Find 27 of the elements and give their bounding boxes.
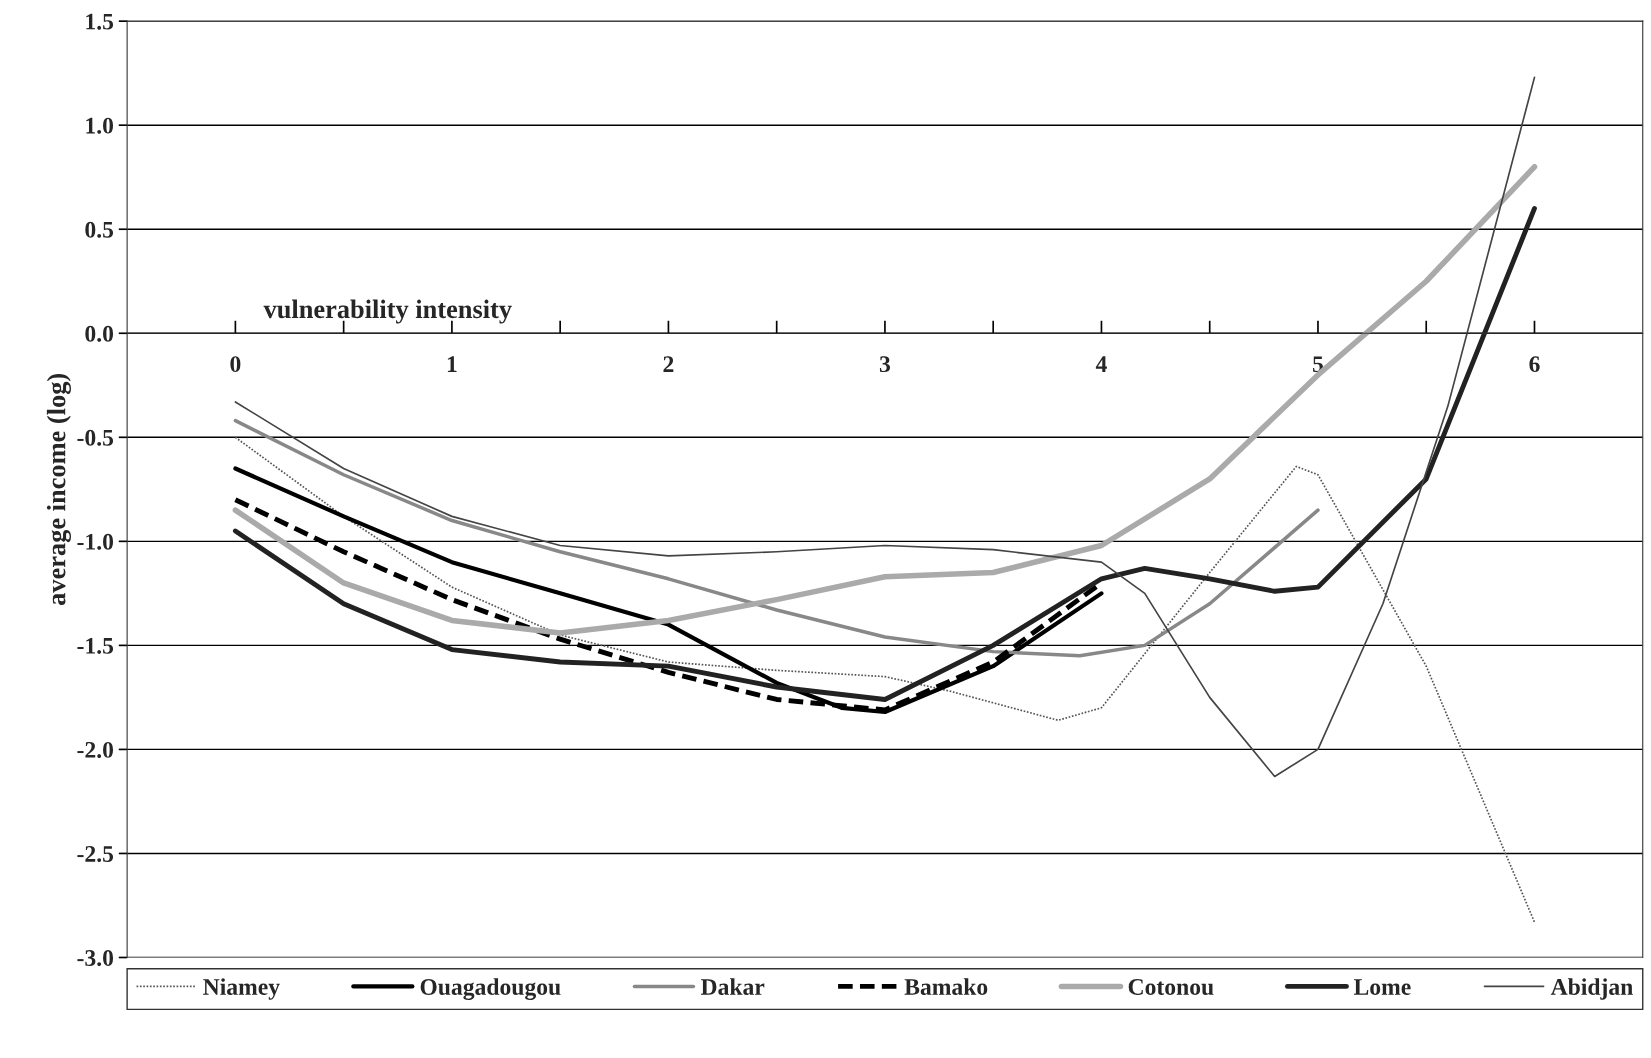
y-tick-label: -1.5 bbox=[77, 637, 114, 654]
y-tick-label: -2.5 bbox=[77, 846, 114, 862]
y-tick-label: -1.0 bbox=[77, 533, 114, 550]
line-series bbox=[234, 436, 1536, 923]
x-tick-label: 3 bbox=[879, 356, 891, 373]
y-axis-title: average income (log) bbox=[46, 373, 71, 605]
legend-label: Ouagadougou bbox=[420, 978, 561, 1000]
y-tick-label: 1.0 bbox=[86, 117, 114, 134]
x-tick-label: 0 bbox=[230, 356, 241, 373]
y-tick-label: 0.5 bbox=[85, 221, 114, 238]
y-tick-label: -0.5 bbox=[77, 429, 114, 446]
legend-label: Niamey bbox=[203, 978, 280, 1000]
y-tick-label: 0.0 bbox=[85, 325, 114, 342]
y-tick-label: -3.0 bbox=[77, 949, 114, 967]
x-tick-label: 6 bbox=[1529, 356, 1540, 373]
x-tick-label: 1 bbox=[447, 356, 457, 372]
legend-label: Dakar bbox=[700, 978, 765, 995]
y-tick-label: -2.0 bbox=[77, 741, 114, 758]
x-tick-label: 2 bbox=[663, 356, 674, 372]
legend-label: Cotonou bbox=[1128, 979, 1214, 995]
line-series bbox=[233, 418, 1320, 658]
x-tick-label: 4 bbox=[1095, 356, 1107, 372]
x-axis-title: vulnerability intensity bbox=[263, 299, 512, 324]
legend-label: Bamako bbox=[904, 978, 988, 995]
y-tick-label: 1.5 bbox=[86, 13, 114, 30]
legend-label: Abidjan bbox=[1550, 978, 1633, 1000]
legend-label: Lome bbox=[1353, 979, 1411, 995]
